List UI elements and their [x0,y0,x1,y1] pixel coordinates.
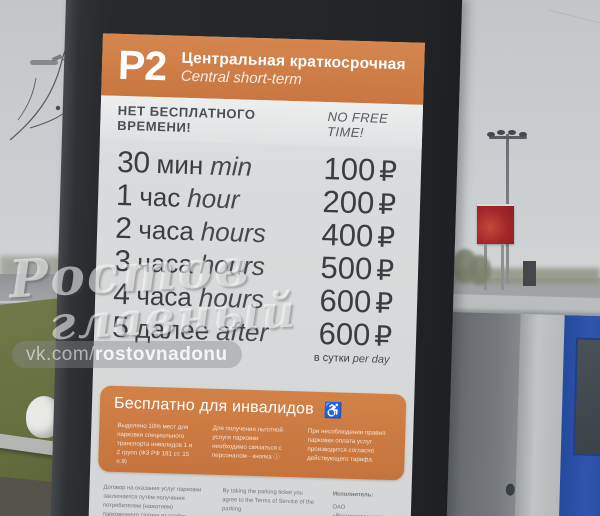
payment-machine [435,293,600,516]
fine-print-col2: By taking the parking ticket you agree t… [220,487,319,516]
duration-unit-ru: час [138,181,181,213]
light-mast-crossbar [489,136,527,139]
disabled-box-col3: При несоблюдении правил парковки оплата … [307,427,386,464]
sign-face: P2 Центральная краткосрочная Central sho… [87,33,425,516]
notice-ru: НЕТ БЕСПЛАТНОГО ВРЕМЕНИ! [117,102,256,136]
disabled-free-box: Бесплатно для инвалидов ♿ Выделено 10% м… [98,385,407,481]
notice-en: NO FREE TIME! [326,109,389,141]
fine-print-col2a: By taking the parking ticket you agree t… [221,488,315,513]
mast-lamp-icon [487,132,495,137]
duration-unit-ru: далее [135,312,210,346]
disabled-box-col1: Выделено 10% мест для парковки специальн… [116,421,193,466]
duration-unit-ru: мин [156,148,204,180]
price-value: 500 [320,249,373,286]
disabled-box-col2: Для получения льготной услуги парковки н… [211,424,283,461]
per-day-en: per day [352,352,390,366]
mast-lamp-icon [519,132,527,137]
price-value: 200 [322,183,375,220]
duration-qty: 3 [113,244,131,278]
price-value: 600 [318,315,371,352]
fine-print-col3-title: Исполнитель: [332,491,374,499]
sign-titles: Центральная краткосрочная Central short-… [181,48,406,92]
mast-lamp-icon [508,130,516,135]
price-value: 400 [321,216,374,253]
duration-unit-en: after [215,315,269,347]
disabled-box-title: Бесплатно для инвалидов [113,394,315,418]
small-dark-sign [523,261,536,286]
price-row: 5 далее after 600 ₽ [111,310,393,352]
duration-unit-ru: часа [137,213,195,246]
overhead-cable [548,9,600,28]
fine-print-col1: Договор на оказание услуг парковки заклю… [102,484,202,516]
duration-unit-en: hours [198,281,265,314]
fine-print-col3: Исполнитель: ОАО «Ростоваэроинвест» 3467… [331,490,396,516]
duration-qty: 5 [111,310,129,344]
ruble-icon: ₽ [374,287,394,319]
fine-print: Договор на оказание услуг парковки заклю… [87,483,411,516]
duration-unit-en: hour [186,182,240,214]
billboard-leg [501,244,504,290]
street-lamp-icon [30,60,58,65]
duration-qty: 4 [112,277,130,311]
red-billboard [477,204,514,244]
no-free-time-notice: НЕТ БЕСПЛАТНОГО ВРЕМЕНИ! NO FREE TIME! [99,95,424,149]
price-value: 600 [319,282,372,319]
price-table: 30 мин min 100 ₽ 1 час hour 200 ₽ 2 часа hours 4… [94,145,422,352]
wheelchair-icon: ♿ [323,401,343,420]
machine-front-panel [514,311,565,516]
duration-qty: 1 [115,178,133,212]
mast-lamp-icon [497,130,505,135]
duration-qty: 2 [114,211,132,245]
ruble-icon: ₽ [377,188,397,220]
zone-code: P2 [117,41,167,89]
duration-unit-ru: часа [136,279,193,312]
ruble-icon: ₽ [376,221,396,253]
duration-unit-ru: часа [136,246,194,279]
machine-screen [572,337,600,457]
fine-print-col3-body: ОАО «Ростоваэроинвест» 346713, Ростовска… [332,504,388,516]
small-tree [468,255,491,285]
duration-unit-en: hours [200,215,267,248]
sign-header: P2 Центральная краткосрочная Central sho… [101,33,425,105]
duration-qty: 30 [116,145,151,180]
duration-unit-en: hours [199,248,266,281]
price-value: 100 [323,150,376,187]
per-day-ru: в сутки [313,351,350,365]
ruble-icon: ₽ [373,320,393,352]
duration-unit-en: min [209,150,253,182]
ruble-icon: ₽ [378,155,398,187]
parking-sign-pylon: P2 Центральная краткосрочная Central sho… [49,0,463,516]
ruble-icon: ₽ [375,254,395,286]
